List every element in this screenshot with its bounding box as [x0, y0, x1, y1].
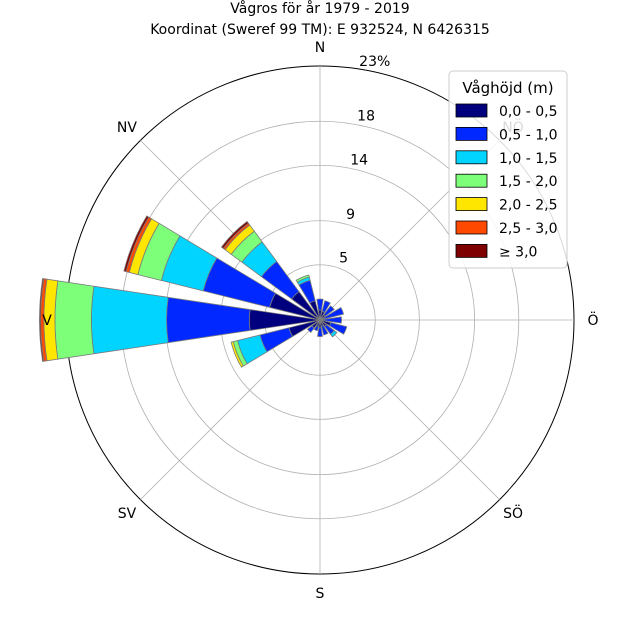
direction-label-northwest: NV	[117, 120, 137, 136]
wave-bar-segment	[307, 325, 315, 333]
wave-bar-segment	[323, 316, 342, 324]
wave-bar-segment	[321, 325, 329, 336]
wave-bar-segment	[54, 280, 95, 360]
radial-tick-label: 5	[339, 250, 348, 266]
wave-bar-segment	[91, 285, 169, 355]
wave-bar-segment	[313, 325, 319, 332]
legend-swatch	[455, 220, 488, 235]
direction-label-southeast: SÖ	[503, 504, 523, 522]
direction-label-east: Ö	[587, 311, 598, 329]
wave-bar-segment	[39, 278, 45, 362]
wave-bar-segment	[328, 322, 348, 335]
wave-bar-segment	[295, 274, 310, 283]
legend-label: ≥ 3,0	[499, 244, 537, 260]
radial-tick-label: 9	[346, 207, 355, 223]
radial-tick-label: 23%	[359, 54, 390, 70]
direction-label-north: N	[315, 40, 325, 56]
wave-bar-segment	[230, 341, 244, 368]
wave-bar-segment	[323, 305, 335, 317]
wave-rose-bars	[39, 215, 348, 368]
legend-label: 1,5 - 2,0	[499, 174, 557, 190]
radial-tick-label: 18	[357, 109, 375, 125]
wave-bar-segment	[317, 327, 323, 337]
legend-swatch	[455, 197, 488, 212]
wave-bar-segment	[323, 306, 345, 320]
direction-label-southwest: SV	[118, 506, 137, 522]
radial-tick-labels: 5 9 14 18 23%	[339, 54, 390, 266]
grid-spoke	[140, 319, 321, 500]
radial-tick-label: 14	[350, 152, 368, 168]
legend-swatch	[455, 150, 488, 165]
legend-swatch	[455, 103, 488, 118]
legend-label: 2,5 - 3,0	[499, 221, 557, 237]
wave-bar-segment	[316, 298, 324, 311]
legend-label: 2,0 - 2,5	[499, 198, 557, 214]
legend-swatch	[455, 127, 488, 141]
legend-box	[448, 70, 568, 269]
wave-bar-segment	[329, 329, 338, 338]
direction-label-west: V	[42, 313, 52, 329]
legend-label: 0,5 - 1,0	[499, 127, 557, 143]
direction-label-south: S	[316, 586, 325, 602]
direction-labels: ÖNÖNNVVSVSSÖ	[42, 40, 598, 602]
chart-subtitle: Koordinat (Sweref 99 TM): E 932524, N 64…	[150, 22, 490, 38]
legend: Våghöjd (m) 0,0 - 0,5 0,5 - 1,0 1,0 - 1,5 1…	[448, 70, 568, 269]
legend-swatch	[455, 173, 488, 188]
wave-bar-segment	[321, 300, 331, 313]
legend-label: 0,0 - 0,5	[499, 104, 557, 120]
legend-swatch	[455, 243, 488, 258]
legend-title: Våghöjd (m)	[462, 79, 553, 97]
wave-bar-segment	[123, 215, 150, 273]
chart-title: Vågros för år 1979 - 2019	[230, 0, 409, 17]
legend-label: 1,0 - 1,5	[499, 151, 557, 167]
grid-spoke	[319, 319, 500, 500]
legend-items: 0,0 - 0,5 0,5 - 1,0 1,0 - 1,5 1,5 - 2,0 2,0 …	[455, 103, 557, 260]
wave-bar-segment	[220, 220, 249, 249]
